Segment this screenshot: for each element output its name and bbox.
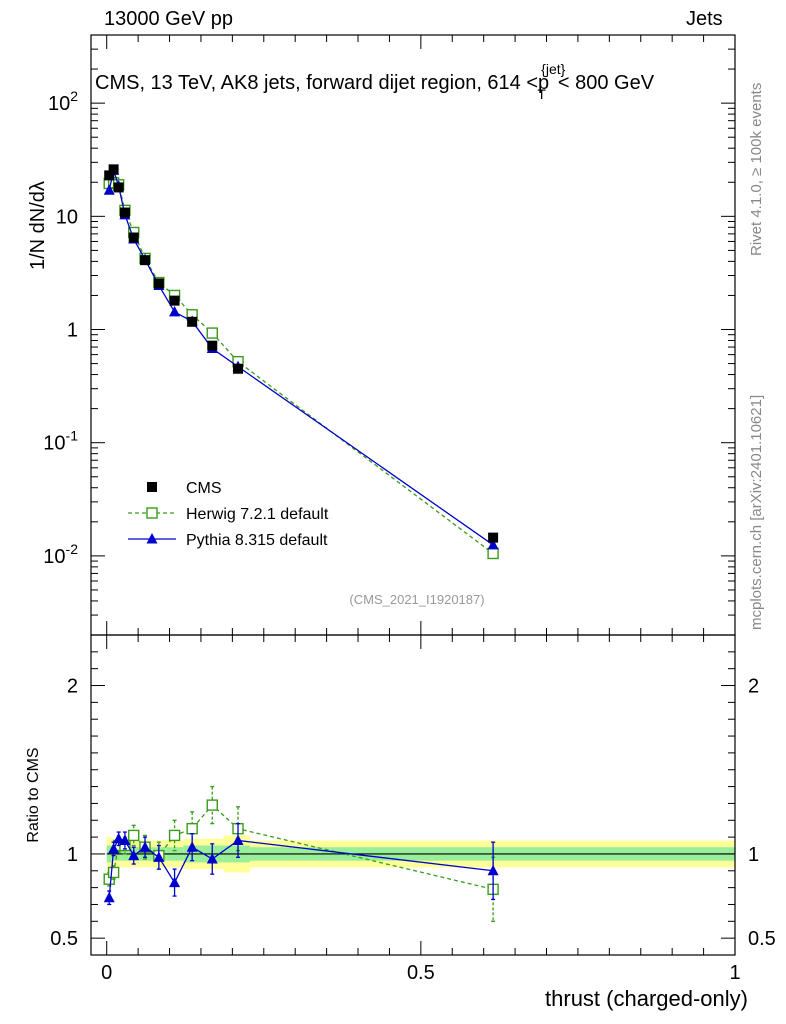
cms-main-point [140,255,151,266]
legend-label: CMS [186,480,222,497]
herwig-ratio-point [107,866,120,879]
legend-marker [146,533,158,544]
cms-main-point [488,532,499,543]
ratio-panel-frame [90,634,736,956]
cms-main-point [104,170,115,181]
legend: CMS Herwig 7.2.1 default Pythia 8.315 defa… [128,480,329,549]
pythia-main-point [487,538,499,550]
pythia-ratio-point [206,853,218,864]
herwig-ratio-point [168,829,181,842]
herwig-ratio-point [206,799,218,811]
cms-uncertainty-band [106,835,735,873]
pythia-main-point [103,184,115,195]
pythia-ratio-point [103,891,115,903]
y-tick-label: 10-2 [43,541,78,568]
pythia-main-line [108,167,494,546]
pythia-ratio-point [186,841,198,852]
ratio-y-tick-label: 2 [67,676,78,698]
ratio-y-tick-label-right: 1 [748,844,759,866]
pythia-ratio-point [119,834,131,845]
herwig-main-point [206,327,218,339]
y-tick-label: 1 [67,320,78,342]
x-tick-label: 0.5 [407,962,435,984]
cms-main-point [233,363,244,374]
ratio-y-tick-label: 1 [67,844,78,866]
legend-label: Pythia 8.315 default [186,532,328,549]
cms-main-point [113,182,124,193]
energy-label: 13000 GeV pp [104,8,233,30]
pythia-main-point [169,305,181,317]
ratio-y-tick-label-right: 2 [748,676,759,698]
x-axis-label: thrust (charged-only) [545,986,748,1011]
y-tick-label: 102 [48,88,78,115]
x-tick-label: 0 [101,962,112,984]
y-tick-label: 10 [56,206,78,228]
pythia-ratio-point [139,841,151,852]
legend-marker [146,507,158,519]
ratio-y-axis-label: Ratio to CMS [25,747,42,842]
herwig-ratio-point [128,829,140,842]
cms-main-point [169,295,180,306]
y-tick-label: 10-1 [43,428,78,455]
process-label: Jets [686,8,723,30]
herwig-main-point [487,547,499,560]
pythia-ratio-point [153,851,165,862]
ratio-y-tick-label-right: 0.5 [748,928,776,950]
cms-main-point [207,340,218,351]
analysis-tag: (CMS_2021_I1920187) [349,592,484,607]
legend-label: Herwig 7.2.1 default [186,506,329,523]
cms-main-point [153,278,164,289]
cms-main-point [187,316,198,327]
cms-main-point [128,232,139,243]
legend-marker [147,482,157,492]
pythia-ratio-point [113,832,125,844]
herwig-main-line [109,182,494,555]
pythia-ratio-point [232,834,244,845]
herwig-ratio-point [186,822,198,835]
y-axis-label: 1/N dN/dλ [27,181,49,270]
chart-title: CMS, 13 TeV, AK8 jets, forward dijet reg… [95,61,655,102]
pythia-ratio-point [169,876,181,888]
ratio-y-tick-label: 0.5 [50,928,78,950]
pythia-ratio-point [108,842,120,854]
x-tick-label: 1 [729,962,740,984]
pythia-ratio-point [487,864,499,876]
cms-main-point [119,207,130,218]
pythia-ratio-point [128,849,140,861]
cms-main-point [108,164,119,175]
